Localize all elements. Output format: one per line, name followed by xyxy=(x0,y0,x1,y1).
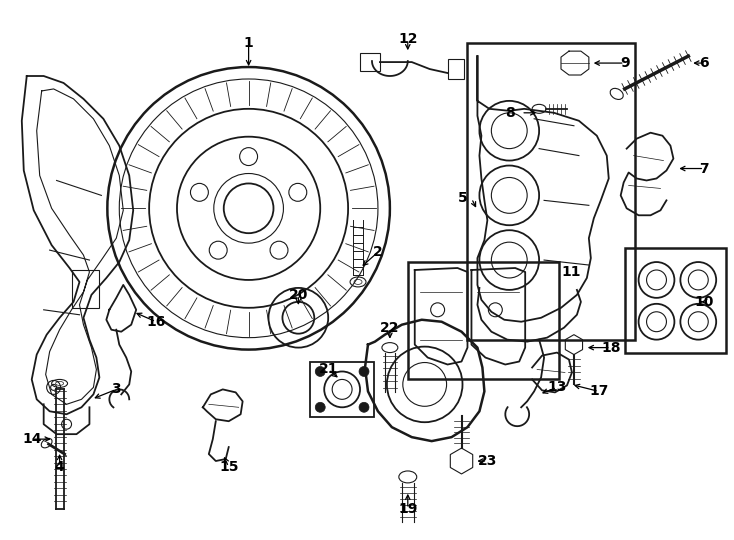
Bar xyxy=(310,361,374,417)
Text: 10: 10 xyxy=(694,295,714,309)
Text: 3: 3 xyxy=(112,382,121,396)
Text: 5: 5 xyxy=(458,191,468,205)
Bar xyxy=(408,262,559,380)
Text: 11: 11 xyxy=(561,265,581,279)
Text: 23: 23 xyxy=(478,454,497,468)
Circle shape xyxy=(316,367,325,376)
Circle shape xyxy=(359,367,369,376)
Bar xyxy=(468,43,635,340)
Text: 21: 21 xyxy=(319,362,338,376)
Text: 19: 19 xyxy=(398,502,418,516)
Bar xyxy=(71,270,99,308)
Text: 18: 18 xyxy=(601,341,620,355)
Text: 9: 9 xyxy=(619,56,630,70)
Circle shape xyxy=(359,402,369,412)
Text: 6: 6 xyxy=(700,56,709,70)
Text: 4: 4 xyxy=(55,460,65,474)
Text: 12: 12 xyxy=(398,32,418,46)
Bar xyxy=(448,59,463,79)
Text: 8: 8 xyxy=(506,106,515,120)
Text: 17: 17 xyxy=(589,384,608,399)
Bar xyxy=(625,248,726,353)
Text: 7: 7 xyxy=(700,161,709,176)
Text: 2: 2 xyxy=(373,245,383,259)
Text: 1: 1 xyxy=(244,36,253,50)
Text: 14: 14 xyxy=(22,432,42,446)
Circle shape xyxy=(316,402,325,412)
Text: 16: 16 xyxy=(146,315,166,329)
Text: 15: 15 xyxy=(219,460,239,474)
Text: 13: 13 xyxy=(548,380,567,394)
Bar xyxy=(360,53,380,71)
Text: 20: 20 xyxy=(288,288,308,302)
Text: 22: 22 xyxy=(380,321,399,335)
